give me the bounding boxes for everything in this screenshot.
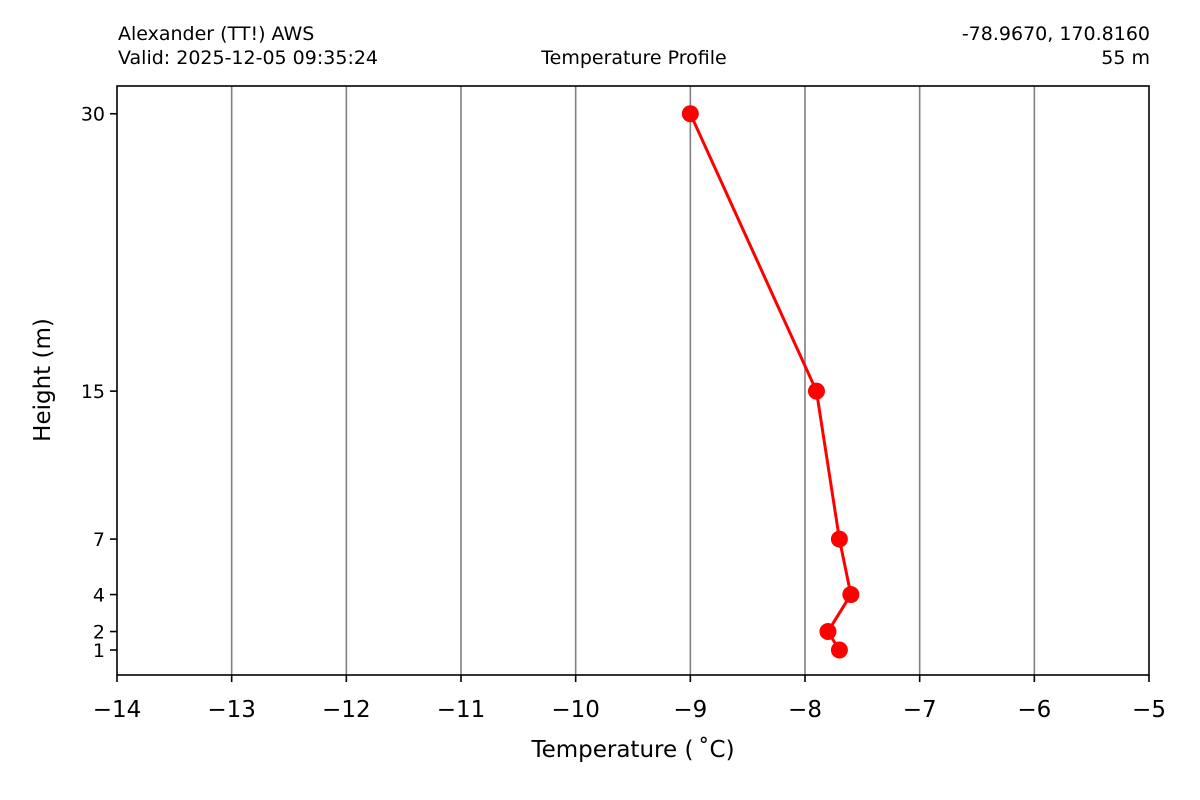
grid-lines — [230, 86, 1036, 675]
x-tick-label: −10 — [551, 697, 600, 723]
data-point — [807, 382, 825, 400]
y-tick-label: 1 — [93, 640, 105, 662]
y-tick-label: 15 — [81, 381, 105, 403]
station-elevation: 55 m — [1101, 47, 1150, 69]
x-tick-label: −7 — [903, 697, 937, 723]
chart-title: Temperature Profile — [541, 47, 727, 69]
x-tick-label: −13 — [207, 697, 256, 723]
chart-header-right: -78.9670, 170.8160 55 m — [962, 22, 1150, 70]
y-tick-label: 4 — [93, 585, 105, 607]
y-tick-label: 2 — [93, 622, 105, 644]
x-tick-label: −9 — [673, 697, 707, 723]
x-tick-label: −14 — [93, 697, 142, 723]
data-point — [842, 586, 860, 604]
x-tick-label: −5 — [1132, 697, 1166, 723]
valid-time: Valid: 2025-12-05 09:35:24 — [118, 47, 379, 69]
data-point — [830, 530, 848, 548]
station-coordinates: -78.9670, 170.8160 — [961, 23, 1150, 45]
x-axis-ticks: −14 −13 −12 −11 −10 −9 −8 −7 −6 −5 — [93, 675, 1166, 723]
series-layer — [681, 105, 860, 659]
x-tick-label: −6 — [1017, 697, 1051, 723]
data-point — [681, 105, 699, 123]
y-axis-ticks: 12 4 7 15 30 — [81, 104, 117, 662]
x-tick-label: −11 — [437, 697, 486, 723]
x-tick-label: −8 — [788, 697, 822, 723]
x-axis-label: Temperature ( ˚C) — [530, 736, 734, 763]
station-name: Alexander (TT!) AWS — [118, 23, 315, 45]
temperature-profile-line — [688, 113, 853, 651]
y-tick-label: 7 — [93, 529, 105, 551]
x-tick-label: −12 — [322, 697, 371, 723]
y-axis-label: Height (m) — [30, 318, 56, 442]
data-point — [819, 623, 837, 641]
data-point — [830, 641, 848, 659]
plot-frame — [116, 85, 1150, 676]
chart-header-left: Alexander (TT!) AWS Valid: 2025-12-05 09… — [118, 22, 378, 70]
y-tick-label: 30 — [81, 104, 105, 126]
